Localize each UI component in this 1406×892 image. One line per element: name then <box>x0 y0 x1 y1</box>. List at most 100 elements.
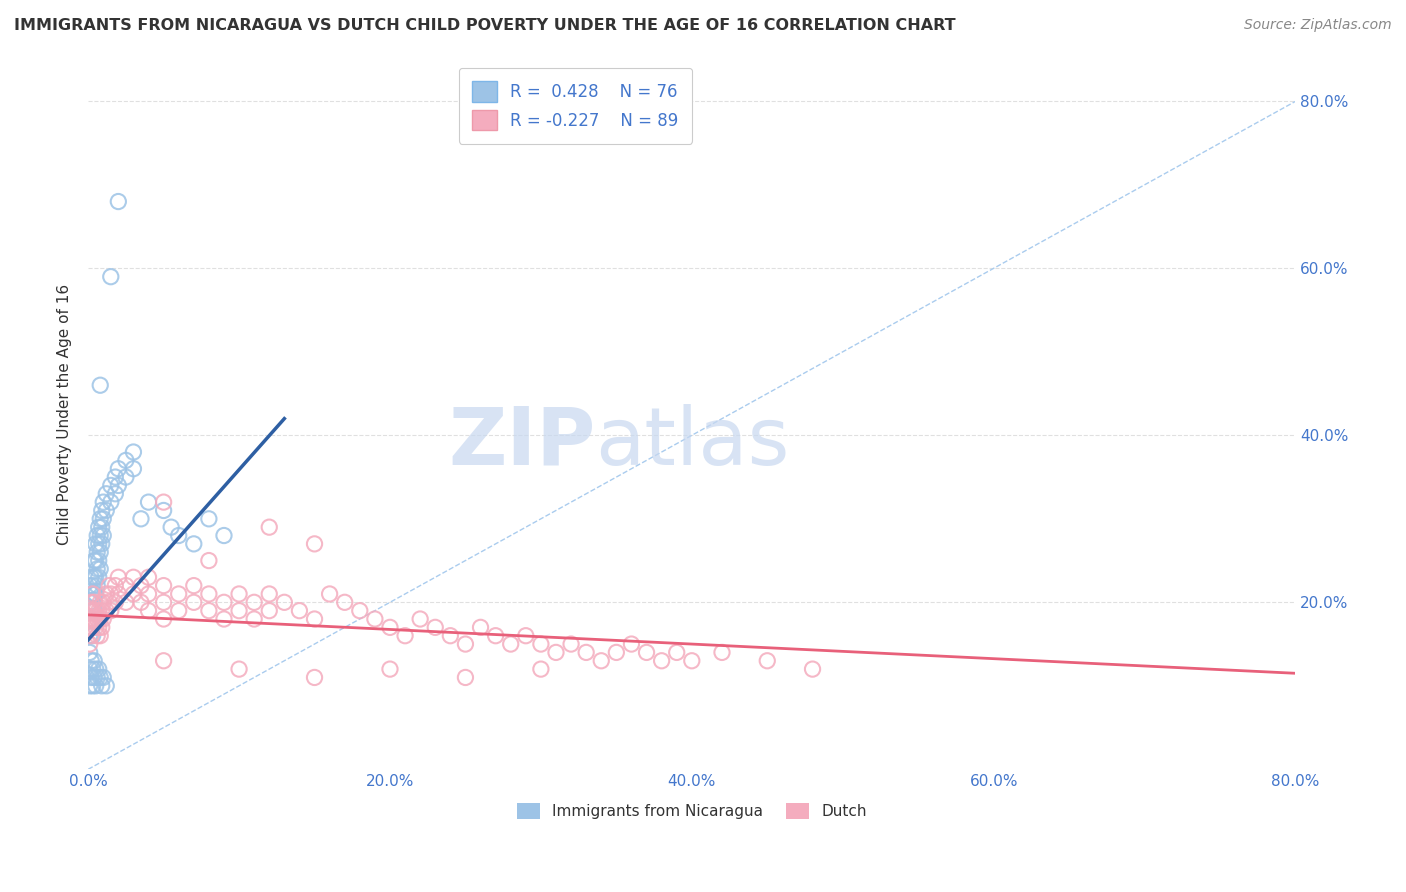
Point <box>160 520 183 534</box>
Point <box>98 579 121 593</box>
Point <box>425 620 447 634</box>
Point <box>530 662 553 676</box>
Point <box>100 587 122 601</box>
Point <box>167 587 190 601</box>
Text: IMMIGRANTS FROM NICARAGUA VS DUTCH CHILD POVERTY UNDER THE AGE OF 16 CORRELATION: IMMIGRANTS FROM NICARAGUA VS DUTCH CHILD… <box>14 18 956 33</box>
Point <box>84 679 107 693</box>
Point <box>665 645 688 659</box>
Point <box>183 595 205 609</box>
Point <box>90 520 112 534</box>
Point <box>79 579 101 593</box>
Point <box>89 562 111 576</box>
Point <box>80 654 103 668</box>
Point <box>84 537 107 551</box>
Point <box>89 512 111 526</box>
Point <box>104 595 127 609</box>
Point <box>84 553 107 567</box>
Point <box>257 587 280 601</box>
Point <box>620 637 643 651</box>
Point <box>454 670 477 684</box>
Text: Source: ZipAtlas.com: Source: ZipAtlas.com <box>1244 18 1392 32</box>
Point <box>83 604 105 618</box>
Point <box>89 528 111 542</box>
Point <box>167 604 190 618</box>
Point <box>454 637 477 651</box>
Point <box>98 595 121 609</box>
Point <box>198 587 221 601</box>
Point <box>87 553 110 567</box>
Point <box>87 604 110 618</box>
Point <box>394 629 416 643</box>
Point <box>96 679 118 693</box>
Point <box>228 587 250 601</box>
Point <box>801 662 824 676</box>
Point <box>96 503 118 517</box>
Point <box>96 604 118 618</box>
Point <box>83 612 105 626</box>
Point <box>499 637 522 651</box>
Point <box>79 629 101 643</box>
Point <box>82 595 104 609</box>
Point <box>183 537 205 551</box>
Point <box>84 587 107 601</box>
Y-axis label: Child Poverty Under the Age of 16: Child Poverty Under the Age of 16 <box>58 284 72 545</box>
Point <box>89 670 111 684</box>
Point <box>198 604 221 618</box>
Point <box>86 545 108 559</box>
Point <box>636 645 658 659</box>
Point <box>86 612 108 626</box>
Point <box>87 620 110 634</box>
Point <box>83 570 105 584</box>
Point <box>257 520 280 534</box>
Point <box>79 645 101 659</box>
Point <box>80 670 103 684</box>
Point <box>100 495 122 509</box>
Point <box>82 604 104 618</box>
Point <box>90 679 112 693</box>
Point <box>83 670 105 684</box>
Point <box>152 495 174 509</box>
Point <box>90 604 112 618</box>
Point <box>96 487 118 501</box>
Point <box>129 579 152 593</box>
Point <box>80 620 103 634</box>
Point <box>91 612 114 626</box>
Point <box>212 595 235 609</box>
Point <box>228 604 250 618</box>
Point <box>90 503 112 517</box>
Point <box>107 194 129 209</box>
Point <box>122 587 145 601</box>
Point <box>107 570 129 584</box>
Point <box>84 662 107 676</box>
Point <box>82 579 104 593</box>
Point <box>470 620 492 634</box>
Point <box>107 478 129 492</box>
Legend: Immigrants from Nicaragua, Dutch: Immigrants from Nicaragua, Dutch <box>510 797 873 825</box>
Point <box>681 654 703 668</box>
Point <box>485 629 508 643</box>
Point <box>378 662 401 676</box>
Point <box>100 478 122 492</box>
Point <box>115 453 138 467</box>
Point <box>129 512 152 526</box>
Point <box>107 461 129 475</box>
Point <box>104 487 127 501</box>
Point <box>115 595 138 609</box>
Point <box>87 520 110 534</box>
Point <box>100 604 122 618</box>
Point <box>304 537 326 551</box>
Point <box>87 662 110 676</box>
Point <box>86 562 108 576</box>
Point <box>79 637 101 651</box>
Point <box>243 595 266 609</box>
Point <box>89 378 111 392</box>
Point <box>90 537 112 551</box>
Point <box>152 503 174 517</box>
Point <box>333 595 356 609</box>
Point <box>756 654 779 668</box>
Point <box>273 595 295 609</box>
Point <box>515 629 537 643</box>
Point <box>82 629 104 643</box>
Point <box>167 528 190 542</box>
Point <box>318 587 340 601</box>
